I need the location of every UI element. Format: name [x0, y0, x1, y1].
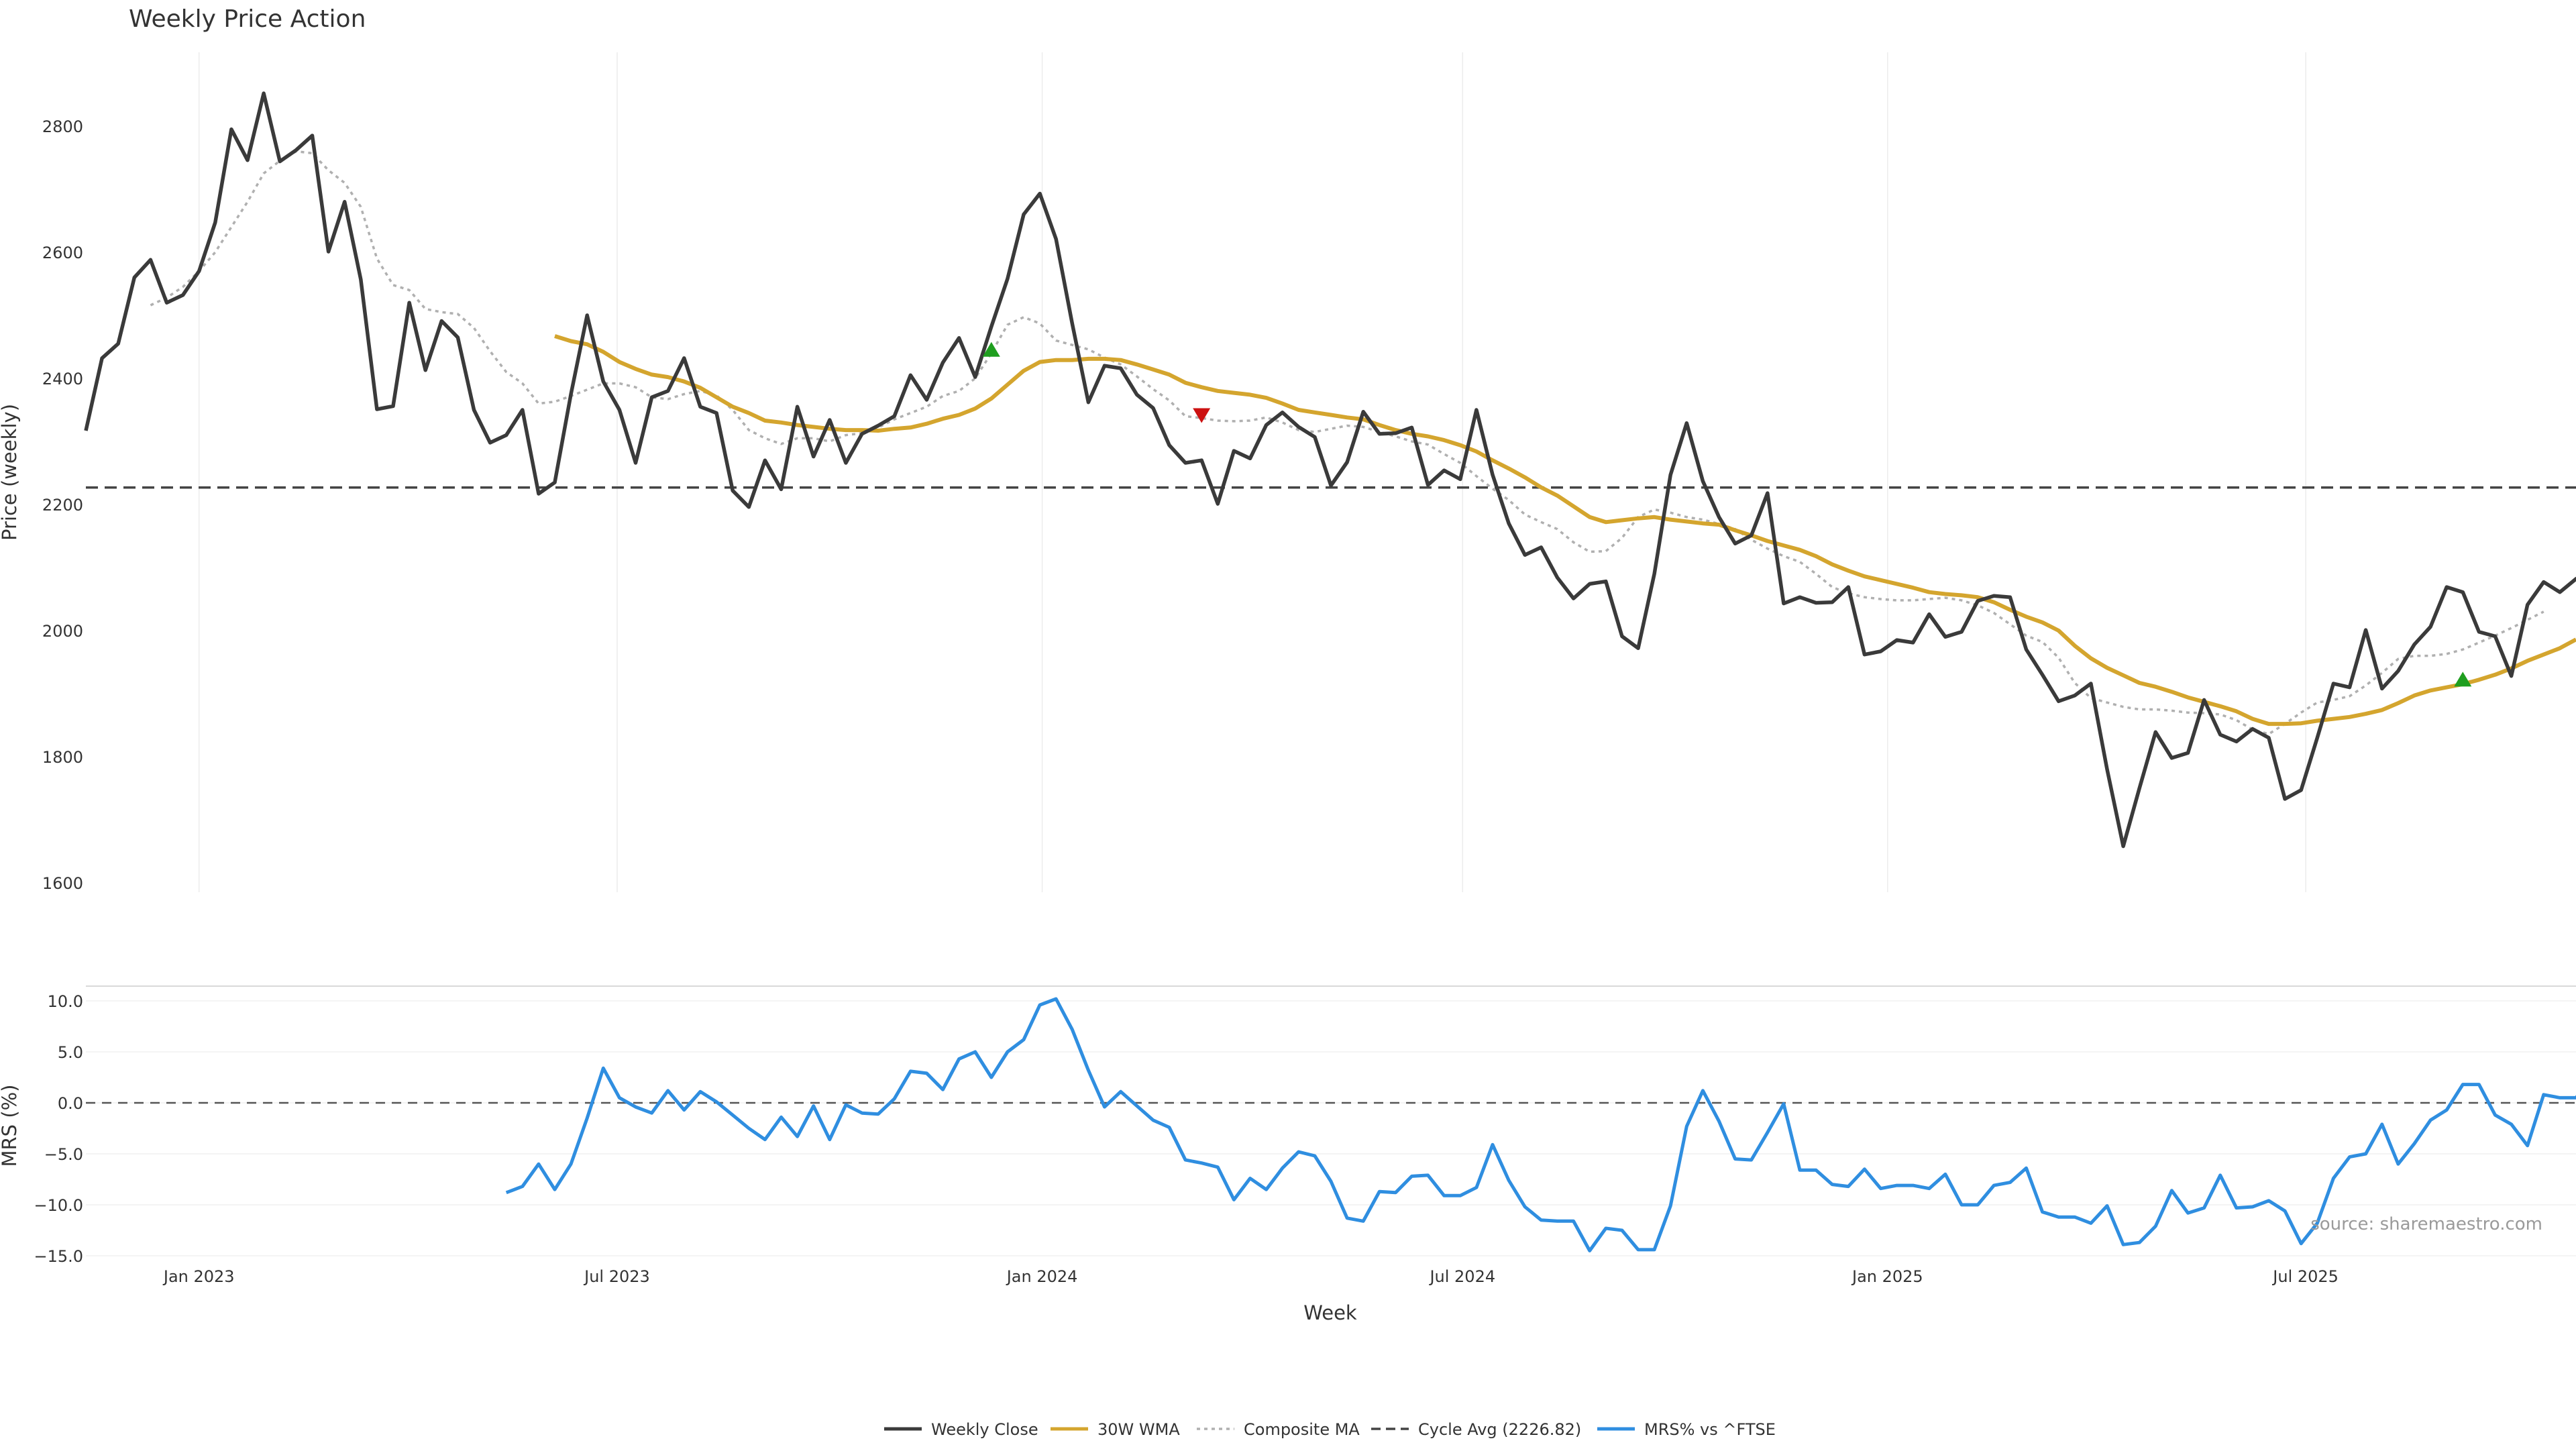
price-panel: 1600 1800 2000 2200 2400 2600 2800 Price (weekl…	[0, 52, 2576, 893]
legend-label: 30W WMA	[1097, 1420, 1180, 1439]
price-y-tick-label: 2600	[42, 244, 83, 262]
legend: Weekly Close 30W WMA Composite MA Cycle Avg…	[884, 1420, 1776, 1439]
mrs-panel: −15.0 −10.0 −5.0 0.0 5.0 10.0 MRS (%) Jan 2023 J…	[0, 985, 2576, 1286]
source-credit: source: sharemaestro.com	[2310, 1214, 2542, 1234]
chart-title: Weekly Price Action	[129, 5, 366, 33]
composite-ma-line	[150, 150, 2544, 736]
legend-label: Weekly Close	[931, 1420, 1038, 1439]
x-tick-label: Jan 2025	[1851, 1267, 1923, 1286]
x-axis-title: Week	[1303, 1301, 1357, 1324]
price-y-tick-label: 2800	[42, 117, 83, 136]
mrs-y-axis-title: MRS (%)	[0, 1085, 21, 1167]
mrs-y-tick-label: −15.0	[34, 1247, 83, 1266]
price-y-tick-label: 2000	[42, 622, 83, 641]
price-y-axis-title: Price (weekly)	[0, 404, 21, 541]
x-tick-label: Jul 2024	[1428, 1267, 1495, 1286]
price-y-tick-label: 1800	[42, 748, 83, 767]
mrs-y-tick-label: −10.0	[34, 1196, 83, 1215]
price-y-tick-label: 1600	[42, 874, 83, 893]
x-tick-label: Jul 2023	[583, 1267, 650, 1286]
mrs-line	[505, 997, 2576, 1252]
wma-30w-line	[554, 334, 2576, 727]
mrs-y-tick-label: −5.0	[44, 1145, 83, 1164]
legend-label: MRS% vs ^FTSE	[1644, 1420, 1776, 1439]
weekly-close-line	[84, 91, 2576, 849]
x-tick-label: Jan 2023	[162, 1267, 235, 1286]
price-y-tick-label: 2400	[42, 370, 83, 388]
x-tick-label: Jan 2024	[1006, 1267, 1078, 1286]
mrs-y-tick-label: 10.0	[48, 992, 83, 1011]
buy-signal-marker	[2454, 672, 2472, 687]
legend-label: Cycle Avg (2226.82)	[1418, 1420, 1581, 1439]
x-tick-label: Jul 2025	[2271, 1267, 2339, 1286]
price-y-tick-label: 2200	[42, 496, 83, 515]
legend-label: Composite MA	[1244, 1420, 1360, 1439]
sell-signal-marker	[1193, 408, 1211, 423]
mrs-y-tick-label: 5.0	[58, 1043, 83, 1062]
mrs-y-tick-label: 0.0	[58, 1094, 83, 1113]
buy-signal-marker	[982, 341, 1000, 357]
